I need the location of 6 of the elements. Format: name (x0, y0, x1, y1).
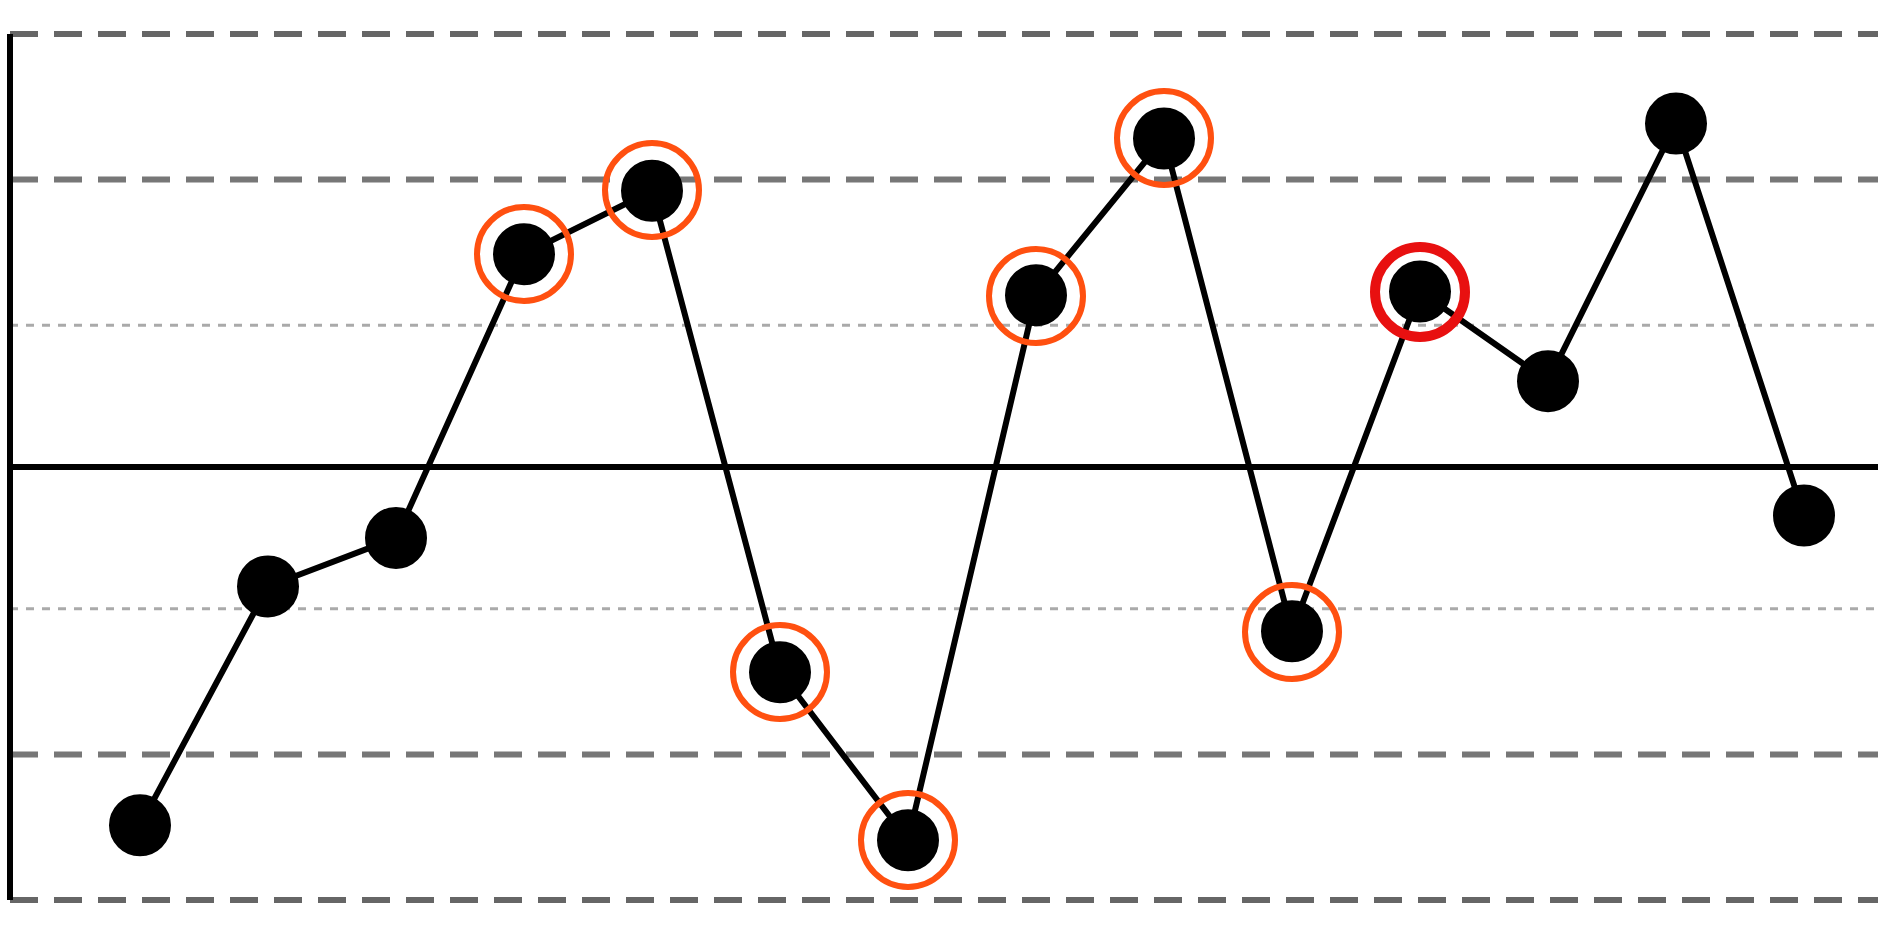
point (365, 506, 427, 569)
point (109, 794, 171, 857)
point (237, 555, 299, 618)
point (1773, 484, 1835, 547)
point (1645, 92, 1707, 155)
point (1517, 350, 1579, 413)
